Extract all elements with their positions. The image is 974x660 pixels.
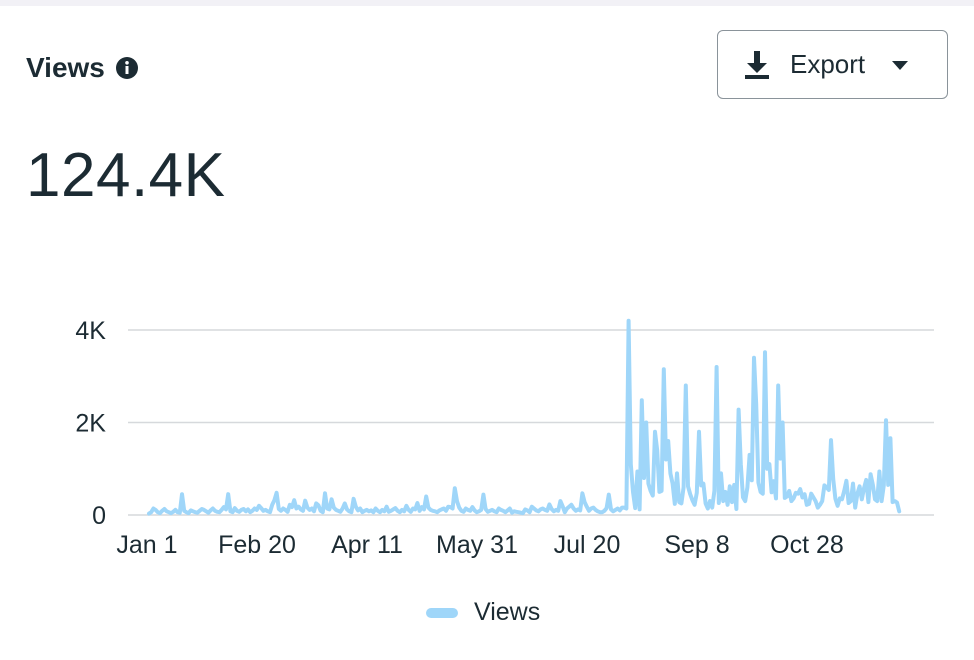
export-label: Export <box>790 49 866 79</box>
legend-label-views: Views <box>474 598 541 626</box>
total-views-value: 124.4K <box>26 141 226 210</box>
views-header: Views <box>26 52 139 84</box>
y-axis-ticks: 0 2K 4K <box>75 317 106 530</box>
x-tick-label: Feb 20 <box>218 531 296 559</box>
chart-legend: Views <box>426 598 540 627</box>
x-tick-label: Oct 28 <box>770 531 844 559</box>
views-title: Views <box>26 52 105 83</box>
series-line-views <box>147 318 902 516</box>
y-tick-label: 0 <box>92 502 106 530</box>
y-tick-label: 4K <box>75 317 106 345</box>
x-tick-label: Jan 1 <box>116 531 177 559</box>
legend-swatch-views <box>426 607 458 618</box>
x-tick-label: Apr 11 <box>331 531 403 559</box>
download-icon <box>744 50 770 80</box>
y-tick-label: 2K <box>75 410 106 438</box>
x-axis-ticks: Jan 1 Feb 20 Apr 11 May 31 Jul 20 Sep 8 Oct 28 <box>116 531 843 559</box>
x-tick-label: Jul 20 <box>554 531 621 559</box>
caret-down-icon <box>891 59 909 71</box>
x-tick-label: May 31 <box>436 531 518 559</box>
export-button[interactable]: Export <box>717 30 948 99</box>
x-tick-label: Sep 8 <box>664 531 729 559</box>
views-card <box>0 6 974 660</box>
chart-grid <box>128 329 934 516</box>
info-icon[interactable] <box>115 56 139 80</box>
